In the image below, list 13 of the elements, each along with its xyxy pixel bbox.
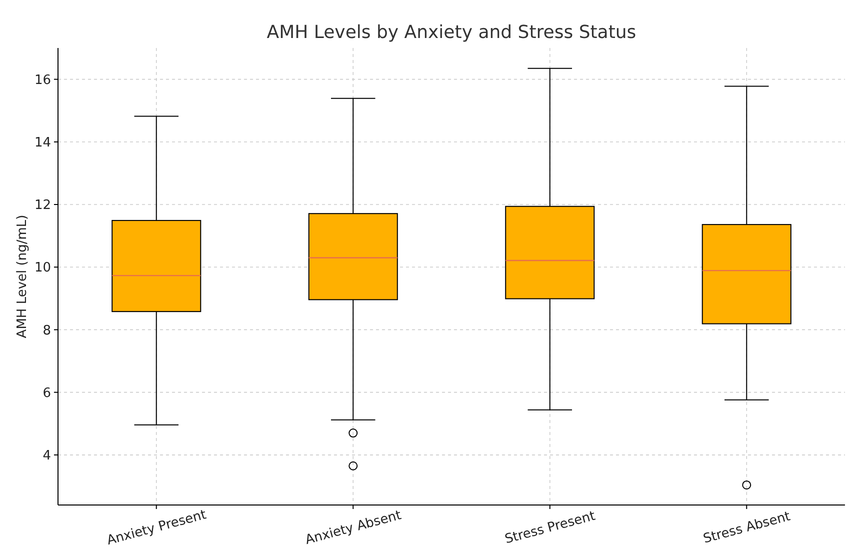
y-tick-label: 16 [34,72,51,88]
chart-title: AMH Levels by Anxiety and Stress Status [266,22,636,43]
y-tick-label: 12 [34,198,51,214]
y-tick-label: 6 [42,386,51,401]
y-axis-title: AMH Level (ng/mL) [15,214,30,338]
y-tick-label: 4 [42,448,51,464]
y-tick-label: 8 [42,323,51,338]
y-tick-label: 14 [34,135,51,150]
y-tick-label: 10 [34,260,51,276]
x-tick-label: Anxiety Absent [304,508,403,548]
x-tick-label: Stress Absent [702,509,792,547]
x-tick-label: Stress Present [503,508,597,548]
x-tick-label: Anxiety Present [105,508,208,548]
